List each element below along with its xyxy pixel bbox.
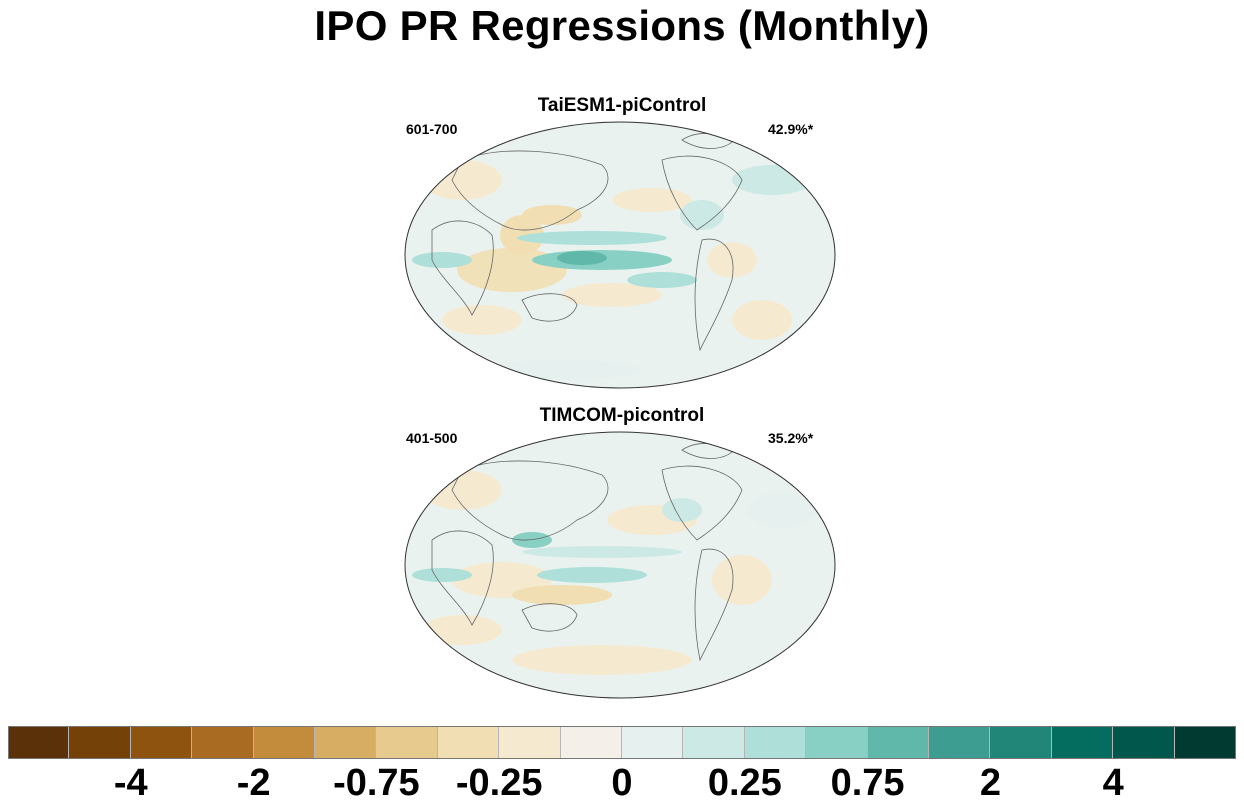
colorbar-cell [683, 726, 745, 759]
colorbar-tick-label: -0.25 [455, 762, 543, 804]
colorbar-frame [8, 726, 1236, 759]
colorbar-tick-label: 4 [1102, 762, 1124, 804]
colorbar-tick-label: -2 [236, 762, 271, 804]
panel-period: 401-500 [406, 430, 458, 446]
panel-percent: 42.9%* [768, 121, 814, 137]
colorbar-cell [929, 726, 991, 759]
colorbar-cell [1051, 726, 1114, 759]
colorbar-cell [315, 726, 377, 759]
colorbar-cell [437, 726, 500, 759]
colorbar-cell [1113, 726, 1175, 759]
colorbar-tick-label: -0.75 [333, 762, 420, 804]
colorbar-tick-label: 0.25 [707, 762, 782, 804]
panel-period: 601-700 [406, 121, 458, 137]
colorbar-cell [560, 726, 622, 759]
colorbar-cell [744, 726, 807, 759]
panel-title: TIMCOM-picontrol [539, 405, 705, 426]
colorbar [8, 726, 1236, 759]
colorbar-tick-label: -4 [113, 762, 148, 804]
colorbar-cell [253, 726, 315, 759]
colorbar-tick-label: 0.75 [830, 762, 905, 804]
figure-title: IPO PR Regressions (Monthly) [314, 2, 930, 49]
colorbar-tick-label: 2 [979, 762, 1001, 804]
colorbar-cell [499, 726, 561, 759]
world-map-taiesm1 [404, 121, 836, 389]
colorbar-cell [867, 726, 929, 759]
colorbar-cell [192, 726, 254, 759]
panel-percent: 35.2%* [768, 430, 814, 446]
colorbar-cell [69, 726, 131, 759]
colorbar-cell [806, 726, 868, 759]
colorbar-tick-label: 0 [611, 762, 633, 804]
world-map-timcom [404, 431, 836, 699]
colorbar-cell [376, 726, 438, 759]
colorbar-cell [8, 726, 70, 759]
colorbar-cell [622, 726, 684, 759]
panel-title: TaiESM1-piControl [537, 95, 707, 116]
colorbar-cell [130, 726, 193, 759]
colorbar-cell [990, 726, 1052, 759]
